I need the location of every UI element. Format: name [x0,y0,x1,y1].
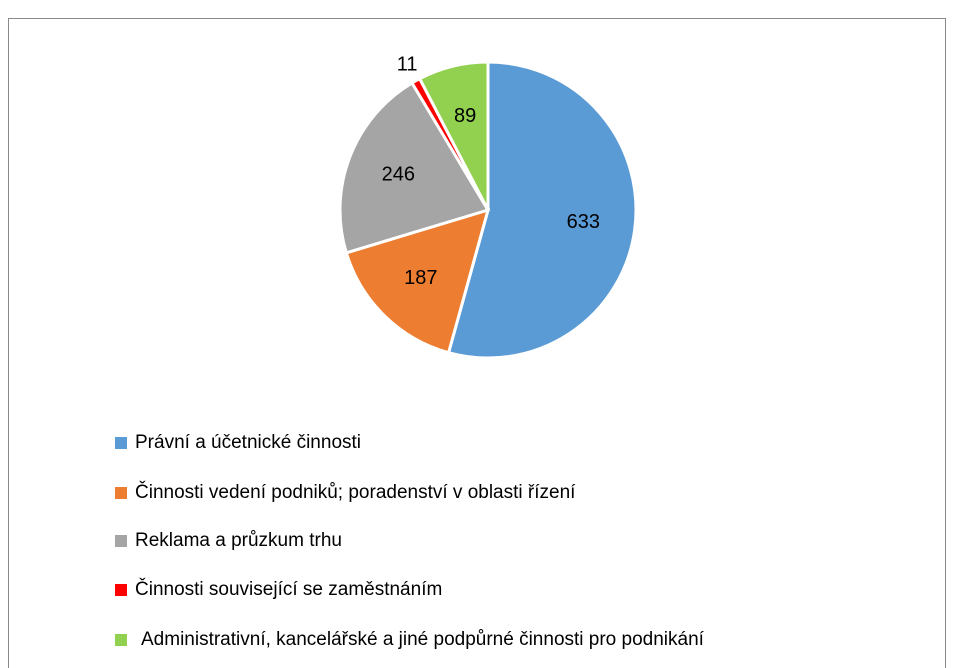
legend-swatch [115,634,127,646]
legend-swatch [115,535,127,547]
pie-slice [417,60,490,211]
legend-label: Právní a účetnické činnosti [135,432,361,453]
data-label: 246 [382,164,415,186]
legend-swatch [115,584,127,596]
pie-slice [446,60,638,360]
pie-slice [344,207,491,355]
legend-swatch [115,487,127,499]
legend-label: Činnosti související se zaměstnáním [135,578,442,600]
data-label: 11 [397,54,418,76]
legend-label: Reklama a průzkum trhu [135,530,342,551]
data-label: 633 [567,211,600,233]
pie-slice [338,80,491,255]
legend-label: Činnosti vedení podniků; poradenství v o… [135,481,576,503]
data-label: 187 [404,267,437,289]
legend-label: Administrativní, kancelářské a jiné podp… [141,629,705,650]
data-label: 89 [454,105,476,127]
legend-swatch [115,437,127,449]
